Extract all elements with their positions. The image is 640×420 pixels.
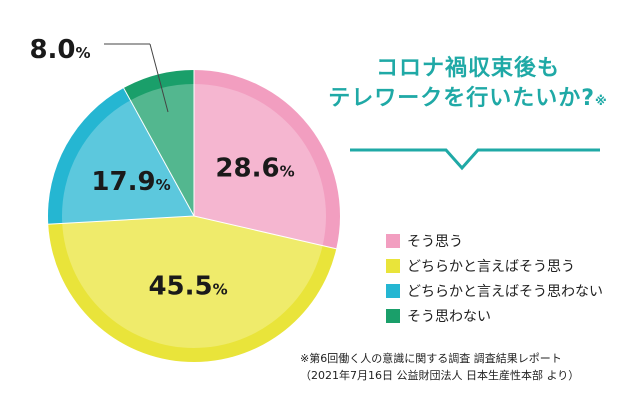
slice-separator bbox=[47, 215, 195, 225]
source-note: ※第6回働く人の意識に関する調査 調査結果レポート （2021年7月16日 公益… bbox=[300, 350, 579, 384]
slice-separator bbox=[122, 86, 195, 217]
slice-value-label: 45.5% bbox=[148, 272, 227, 302]
legend-label: どちらかと言えばそう思わない bbox=[407, 283, 603, 300]
callout-line-diag bbox=[149, 43, 169, 113]
title-line-2-text: テレワークを行いたいか? bbox=[328, 86, 596, 111]
pie-slice bbox=[61, 100, 194, 224]
legend-swatch bbox=[386, 233, 400, 248]
legend-swatch bbox=[386, 258, 400, 273]
pie-slice bbox=[62, 216, 323, 349]
pie-labels: 28.6% 45.5% 17.9% 8.0% bbox=[29, 35, 294, 302]
chart-title: コロナ禍収束後も テレワークを行いたいか?※ bbox=[318, 54, 618, 116]
legend-swatch bbox=[386, 308, 400, 323]
source-line-2: （2021年7月16日 公益財団法人 日本生産性本部 より） bbox=[300, 369, 580, 382]
slice-value-label: 28.6% bbox=[215, 153, 294, 183]
legend-item: どちらかと言えばそう思わない bbox=[386, 278, 603, 303]
pie-slice bbox=[130, 84, 194, 216]
legend: そう思う どちらかと言えばそう思う どちらかと言えばそう思わない そう思わない bbox=[386, 228, 603, 328]
slice-value-label: 8.0% bbox=[29, 35, 90, 65]
title-mark: ※ bbox=[595, 94, 608, 108]
divider-with-notch bbox=[350, 148, 600, 171]
slice-value-label: 17.9% bbox=[91, 167, 170, 197]
source-line-1: ※第6回働く人の意識に関する調査 調査結果レポート bbox=[300, 352, 562, 365]
title-line-2: テレワークを行いたいか?※ bbox=[318, 84, 618, 116]
title-line-1: コロナ禍収束後も bbox=[375, 56, 560, 81]
legend-label: そう思う bbox=[407, 233, 463, 250]
legend-label: そう思わない bbox=[407, 308, 491, 325]
legend-item: どちらかと言えばそう思う bbox=[386, 253, 603, 278]
slice-separator bbox=[193, 215, 338, 250]
pie-slices bbox=[47, 69, 340, 362]
legend-label: どちらかと言えばそう思う bbox=[407, 258, 575, 275]
legend-item: そう思わない bbox=[386, 303, 603, 328]
legend-item: そう思う bbox=[386, 228, 603, 253]
pie-slice bbox=[194, 84, 326, 246]
legend-swatch bbox=[386, 283, 400, 298]
